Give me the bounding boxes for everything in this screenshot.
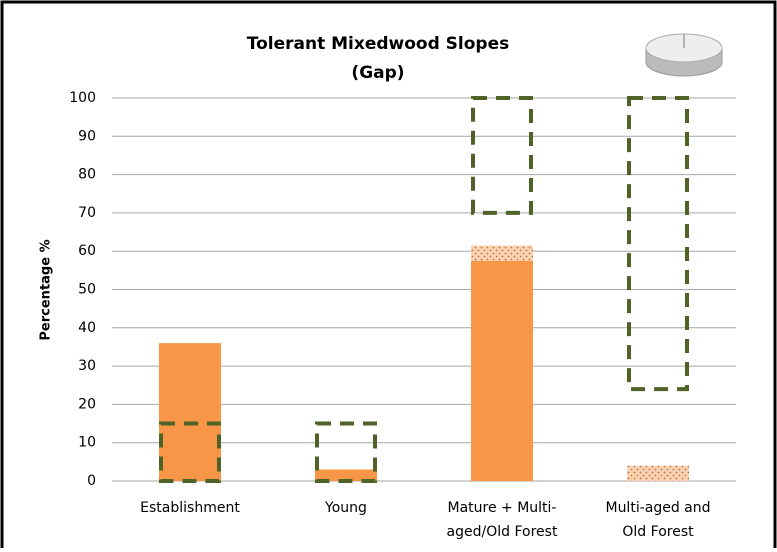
bar-segment — [627, 465, 689, 481]
range-box — [159, 421, 221, 483]
y-tick-label: 100 — [69, 90, 96, 106]
range-box — [315, 421, 377, 483]
x-tick-label: Multi-aged and — [605, 500, 710, 516]
y-tick-label: 50 — [78, 282, 96, 298]
y-tick-label: 60 — [78, 243, 96, 259]
y-tick-label: 70 — [78, 205, 96, 221]
range-box — [471, 96, 533, 215]
y-tick-label: 0 — [87, 473, 96, 489]
chart-subtitle: (Gap) — [351, 63, 404, 83]
x-tick-label: Mature + Multi- — [448, 500, 557, 516]
x-tick-label: Old Forest — [622, 524, 694, 540]
bar-segment — [315, 469, 377, 481]
y-tick-label: 40 — [78, 320, 96, 336]
y-tick-label: 90 — [78, 128, 96, 144]
y-tick-label: 80 — [78, 167, 96, 183]
range-box — [627, 96, 689, 392]
bar-segment — [471, 245, 533, 261]
y-tick-label: 20 — [78, 396, 96, 412]
bar-segment — [159, 343, 221, 481]
bar-segment — [471, 260, 533, 481]
pie-icon — [645, 33, 723, 77]
y-axis-label: Percentage % — [39, 239, 54, 340]
x-tick-label: aged/Old Forest — [447, 524, 558, 540]
chart-title: Tolerant Mixedwood Slopes — [247, 34, 510, 54]
y-tick-label: 30 — [78, 358, 96, 374]
y-tick-label: 10 — [78, 435, 96, 451]
x-tick-label: Establishment — [140, 500, 240, 516]
x-tick-label: Young — [324, 500, 367, 516]
